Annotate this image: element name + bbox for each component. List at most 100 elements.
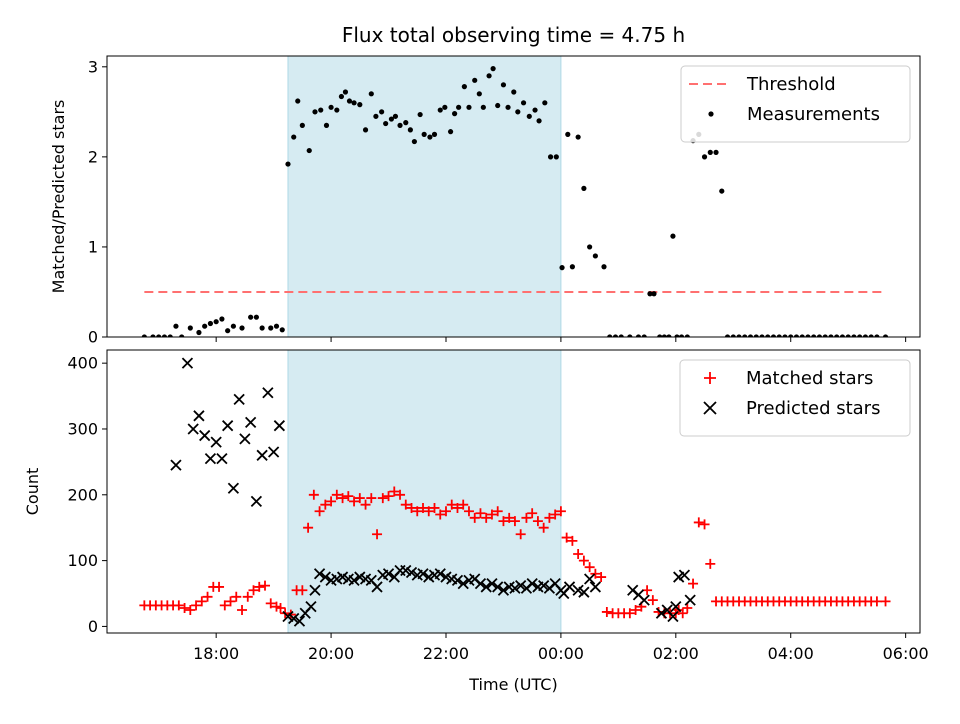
data-point — [527, 508, 538, 519]
data-point — [421, 131, 427, 137]
data-point — [532, 107, 538, 113]
data-point — [299, 122, 305, 128]
data-point — [505, 104, 511, 110]
data-point — [486, 509, 497, 520]
data-point — [305, 601, 317, 613]
data-point — [383, 491, 394, 502]
data-point — [434, 568, 446, 580]
data-point — [635, 334, 642, 337]
data-point — [308, 489, 319, 500]
data-point — [328, 104, 334, 110]
observing-span — [287, 349, 562, 634]
data-point — [667, 610, 679, 623]
data-point — [265, 598, 276, 609]
plot-area — [139, 357, 891, 627]
axes-frame — [106, 349, 921, 634]
data-point — [392, 113, 399, 119]
data-point — [248, 314, 254, 320]
x-tick-label: 22:00 — [423, 644, 469, 663]
data-point — [553, 154, 559, 160]
data-point — [275, 602, 286, 613]
legend-box — [679, 359, 911, 437]
data-point — [452, 111, 458, 117]
data-point — [486, 578, 498, 590]
data-point — [403, 120, 409, 126]
data-point — [273, 323, 280, 329]
data-point — [561, 532, 572, 543]
data-point — [474, 578, 487, 590]
data-point — [666, 334, 672, 337]
data-point — [526, 113, 532, 119]
data-point — [486, 73, 492, 79]
data-point — [515, 109, 521, 115]
data-point — [262, 387, 274, 399]
data-point — [705, 558, 716, 569]
data-point — [346, 98, 353, 104]
data-point — [303, 522, 314, 533]
data-point — [253, 314, 259, 320]
data-point — [805, 334, 811, 337]
axes-frame — [106, 55, 921, 338]
data-point — [657, 334, 663, 337]
legend: Threshold Measurements — [680, 65, 911, 143]
data-point — [268, 325, 274, 331]
data-point — [647, 595, 658, 606]
series-matched-stars — [139, 486, 891, 620]
data-point — [547, 154, 554, 160]
data-point — [641, 334, 647, 337]
data-point — [202, 591, 213, 602]
data-point — [682, 602, 693, 613]
data-point — [373, 113, 379, 119]
data-point — [446, 499, 457, 510]
data-point — [799, 334, 805, 337]
data-point — [371, 581, 383, 593]
data-point — [214, 581, 225, 592]
data-point — [834, 334, 840, 337]
legend: Matched stars Predicted stars — [679, 359, 911, 437]
data-point — [559, 265, 565, 271]
data-point — [411, 138, 417, 145]
data-point — [210, 436, 222, 448]
data-point — [291, 134, 297, 140]
data-point — [492, 506, 503, 517]
data-point — [693, 517, 704, 528]
y-tick-label: 1 — [88, 237, 98, 256]
data-point — [578, 555, 589, 566]
data-point — [273, 420, 286, 432]
data-point — [185, 604, 196, 615]
data-point — [337, 493, 348, 504]
data-point — [495, 102, 501, 109]
data-point — [670, 601, 682, 613]
data-point — [587, 244, 593, 250]
data-point — [397, 122, 403, 128]
data-point — [497, 584, 510, 596]
data-point — [822, 334, 828, 337]
data-point — [204, 452, 217, 465]
data-point — [427, 134, 433, 140]
data-point — [227, 482, 240, 494]
data-point — [435, 509, 446, 520]
data-point — [173, 323, 179, 329]
data-point — [161, 334, 168, 337]
legend-entry: Matched stars — [704, 368, 873, 389]
data-point — [237, 604, 248, 615]
data-point — [437, 107, 443, 113]
data-point — [544, 512, 555, 523]
data-point — [793, 334, 800, 337]
data-point — [469, 512, 480, 523]
y-tick-label: 400 — [67, 354, 98, 373]
data-point — [306, 147, 312, 154]
data-point — [141, 334, 147, 337]
data-point — [684, 334, 690, 337]
data-point — [504, 512, 515, 523]
y-tick-label: 0 — [88, 328, 98, 347]
data-point — [688, 578, 699, 589]
data-point — [314, 506, 325, 517]
data-point — [678, 334, 685, 337]
data-point — [550, 509, 561, 520]
data-point — [481, 512, 492, 523]
data-point — [724, 334, 731, 337]
data-point — [782, 334, 788, 337]
x-tick-label: 00:00 — [538, 644, 584, 663]
